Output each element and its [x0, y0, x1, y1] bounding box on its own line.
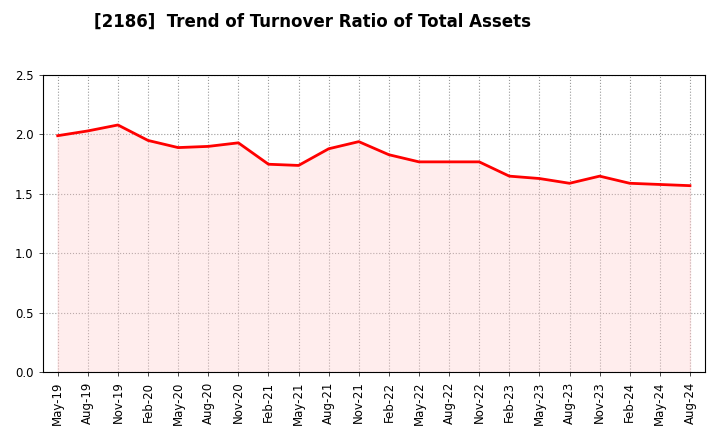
Text: [2186]  Trend of Turnover Ratio of Total Assets: [2186] Trend of Turnover Ratio of Total … — [94, 13, 531, 31]
